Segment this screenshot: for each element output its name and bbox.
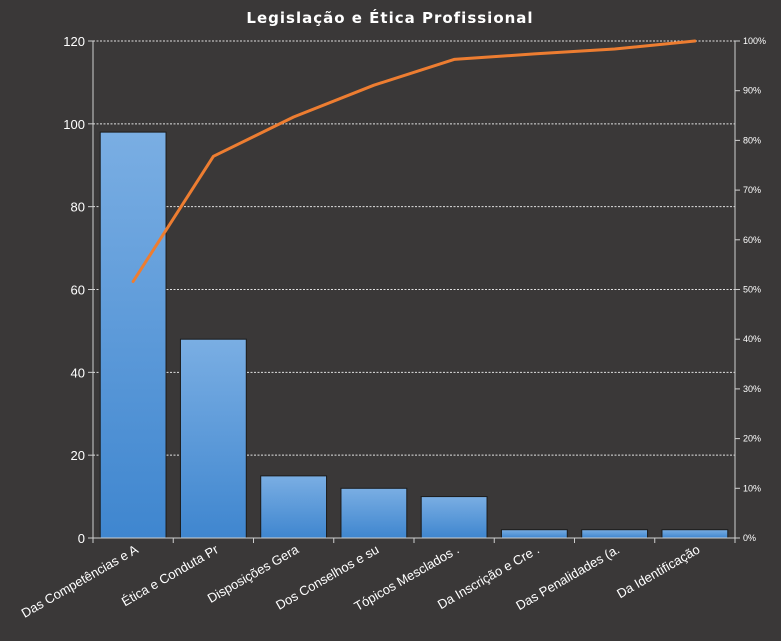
y2-tick-label: 10% [743,483,761,493]
x-tick-label: Das Competências e A [19,541,141,620]
cumulative-line-series [131,39,697,283]
bar-series [99,131,729,539]
bar [340,487,408,539]
bar [260,475,328,539]
y2-tick-label: 90% [743,86,761,96]
bar [420,496,488,539]
chart-title: Legislação e Ética Profissional [246,8,533,27]
x-tick-label: Da Identificação [614,542,702,602]
y2-tick-label: 60% [743,235,761,245]
y-tick-label: 0 [78,531,85,546]
y2-tick-label: 40% [743,334,761,344]
bar [581,529,649,539]
y-tick-label: 100 [63,117,85,132]
cumulative-line [131,39,697,283]
bar [99,131,167,539]
bar [661,529,729,539]
y2-axis-tick-labels: 0% 10% 20% 30% 40% 50% 60% 70% 80% 90% 100% [743,36,766,543]
y2-tick-label: 20% [743,434,761,444]
y-tick-label: 120 [63,34,85,49]
y-tick-label: 20 [71,448,85,463]
y2-tick-label: 30% [743,384,761,394]
bar [500,529,568,539]
axes [88,40,740,543]
y2-tick-label: 50% [743,285,761,295]
y2-tick-label: 0% [743,533,756,543]
y-axis-tick-labels: 0 20 40 60 80 100 120 [63,34,85,546]
bar [179,338,247,539]
y2-tick-label: 100% [743,36,766,46]
y-tick-label: 60 [71,283,85,298]
y2-tick-label: 80% [743,135,761,145]
y-tick-label: 40 [71,365,85,380]
y-tick-label: 80 [71,200,85,215]
y2-tick-label: 70% [743,185,761,195]
